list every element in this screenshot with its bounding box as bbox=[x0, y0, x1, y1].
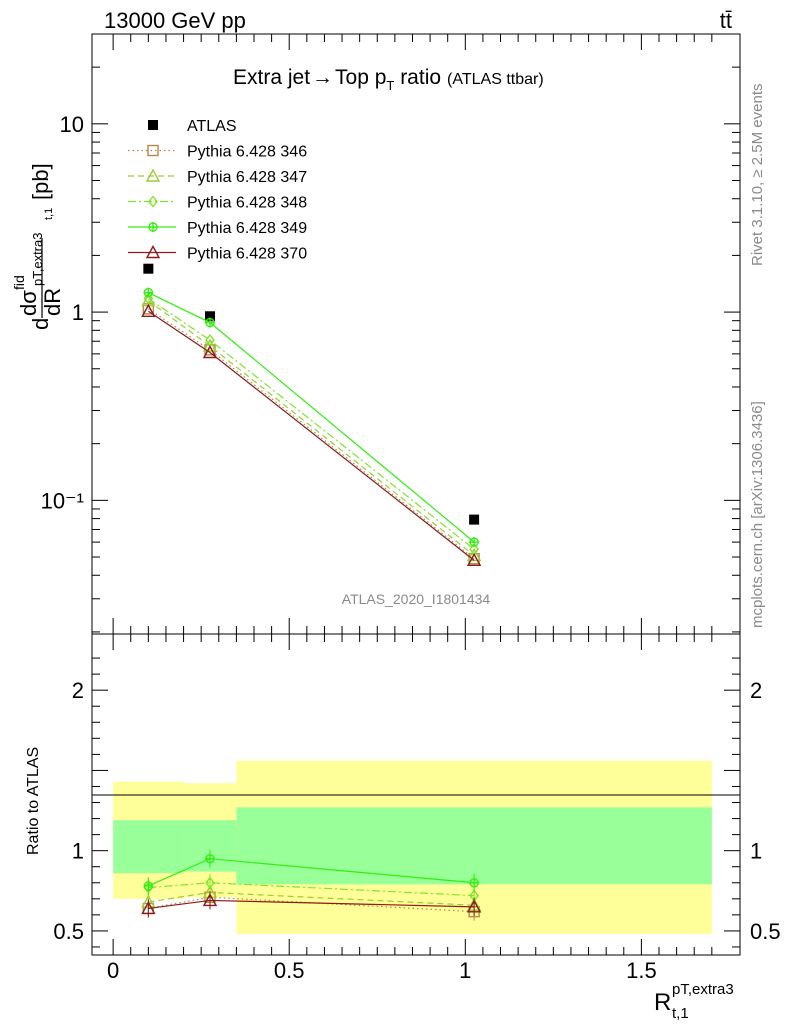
legend-marker bbox=[145, 168, 161, 182]
point-p349-1 bbox=[204, 317, 215, 328]
y-tick-label: 10 bbox=[60, 112, 84, 137]
svg-text:pT,extra3: pT,extra3 bbox=[30, 233, 45, 286]
point-p349-0 bbox=[143, 287, 154, 298]
ratio-point-p348-1 bbox=[205, 876, 215, 889]
point-data-2 bbox=[469, 514, 480, 525]
legend-item-data: ATLAS bbox=[148, 118, 237, 135]
ratio-y-axis-label: Ratio to ATLAS bbox=[25, 747, 42, 855]
ratio-series-p370 bbox=[141, 891, 482, 918]
analysis-watermark: ATLAS_2020_I1801434 bbox=[342, 591, 491, 607]
top-series-group bbox=[141, 263, 482, 567]
x-tick-label: 0 bbox=[107, 958, 119, 983]
point-p349-2 bbox=[469, 537, 480, 548]
x-tick-label: 1 bbox=[459, 958, 471, 983]
ratio-point-p349-0 bbox=[143, 880, 154, 891]
ratio-series-p349 bbox=[143, 849, 480, 895]
point-p348-0 bbox=[143, 292, 154, 305]
ratio-line-p346 bbox=[148, 896, 475, 913]
process-label: tt̄ bbox=[720, 8, 732, 33]
legend-marker bbox=[145, 245, 161, 259]
band-inner-2 bbox=[236, 807, 712, 885]
band-inner-0 bbox=[113, 820, 184, 874]
legend-label: Pythia 6.428 346 bbox=[187, 144, 307, 161]
point-data-0 bbox=[143, 263, 154, 274]
mcplots-label: mcplots.cern.ch [arXiv:1306.3436] bbox=[749, 401, 766, 628]
uncertainty-bands bbox=[113, 760, 712, 935]
series-p348 bbox=[143, 292, 480, 556]
ratio-point-p370-2 bbox=[466, 899, 482, 913]
ratio-point-p349-2 bbox=[469, 877, 480, 888]
point-p370-2 bbox=[466, 552, 482, 567]
axis-ticks: 10 1 10⁻¹ 0 0.5 1 1.5 0.5 0.5 1 1 2 2 bbox=[41, 33, 781, 983]
series-p347 bbox=[141, 293, 482, 562]
legend-item-p349: Pythia 6.428 349 bbox=[128, 220, 307, 237]
svg-text:pT,extra3: pT,extra3 bbox=[672, 981, 734, 998]
ratio-line-p348 bbox=[148, 882, 475, 897]
y-axis-label: d dσ fid dR pT,extra3 t,1 [pb] bbox=[11, 163, 65, 330]
ratio-point-p349-1 bbox=[204, 853, 215, 864]
ratio-y-tick-label-right: 0.5 bbox=[750, 919, 781, 944]
ratio-y-tick-label-right: 1 bbox=[750, 839, 762, 864]
svg-text:d: d bbox=[28, 318, 53, 330]
ratio-y-tick-label-right: 2 bbox=[750, 678, 762, 703]
legend-item-p348: Pythia 6.428 348 bbox=[128, 195, 307, 212]
legend-item-p370: Pythia 6.428 370 bbox=[128, 245, 307, 263]
svg-text:R: R bbox=[654, 989, 671, 1016]
svg-text:t,1: t,1 bbox=[672, 1005, 689, 1022]
point-p347-2 bbox=[466, 547, 482, 562]
svg-text:[pb]: [pb] bbox=[28, 163, 53, 200]
point-p370-1 bbox=[202, 345, 218, 359]
legend-marker bbox=[148, 195, 158, 208]
y-tick-label: 1 bbox=[72, 300, 84, 325]
ratio-series-group bbox=[141, 849, 482, 921]
point-p347-1 bbox=[202, 338, 218, 352]
series-data bbox=[143, 263, 480, 525]
ratio-y-tick-label-left: 2 bbox=[72, 678, 84, 703]
legend-label: Pythia 6.428 349 bbox=[187, 220, 307, 237]
legend: ATLAS Pythia 6.428 346 Pythia 6.428 347 Pyt… bbox=[128, 118, 307, 263]
rivet-label: Rivet 3.1.10, ≥ 2.5M events bbox=[749, 84, 766, 267]
ratio-y-tick-label-left: 1 bbox=[72, 839, 84, 864]
chart-title: Extra jet→Top pT ratio (ATLAS ttbar) bbox=[233, 66, 544, 93]
legend-marker bbox=[147, 144, 159, 157]
point-p370-0 bbox=[141, 303, 156, 317]
y-tick-label: 10⁻¹ bbox=[41, 488, 84, 513]
legend-item-p347: Pythia 6.428 347 bbox=[128, 168, 307, 186]
energy-label: 13000 GeV pp bbox=[104, 8, 246, 33]
svg-text:t,1: t,1 bbox=[43, 208, 55, 220]
line-p347 bbox=[147, 300, 475, 556]
legend-label: Pythia 6.428 347 bbox=[187, 169, 307, 186]
ratio-point-p370-0 bbox=[141, 900, 156, 915]
line-p346 bbox=[148, 308, 475, 560]
series-p349 bbox=[143, 287, 480, 548]
line-p349 bbox=[148, 292, 475, 543]
point-data-1 bbox=[204, 311, 215, 322]
ratio-point-p370-1 bbox=[202, 892, 218, 907]
x-tick-label: 1.5 bbox=[626, 958, 657, 983]
legend-item-p346: Pythia 6.428 346 bbox=[128, 144, 307, 161]
svg-text:fid: fid bbox=[11, 275, 27, 290]
legend-label: Pythia 6.428 370 bbox=[187, 246, 307, 263]
svg-text:dR: dR bbox=[40, 288, 65, 316]
x-axis-label: R pT,extra3 t,1 bbox=[654, 981, 734, 1022]
ratio-y-tick-label-left: 0.5 bbox=[53, 919, 84, 944]
series-p370 bbox=[141, 303, 482, 567]
legend-label: ATLAS bbox=[187, 118, 237, 135]
legend-label: Pythia 6.428 348 bbox=[187, 195, 307, 212]
line-p370 bbox=[148, 310, 475, 561]
x-tick-label: 0.5 bbox=[274, 958, 305, 983]
svg-text:dσ: dσ bbox=[16, 290, 41, 316]
legend-marker bbox=[148, 222, 158, 232]
legend-marker bbox=[148, 120, 158, 130]
